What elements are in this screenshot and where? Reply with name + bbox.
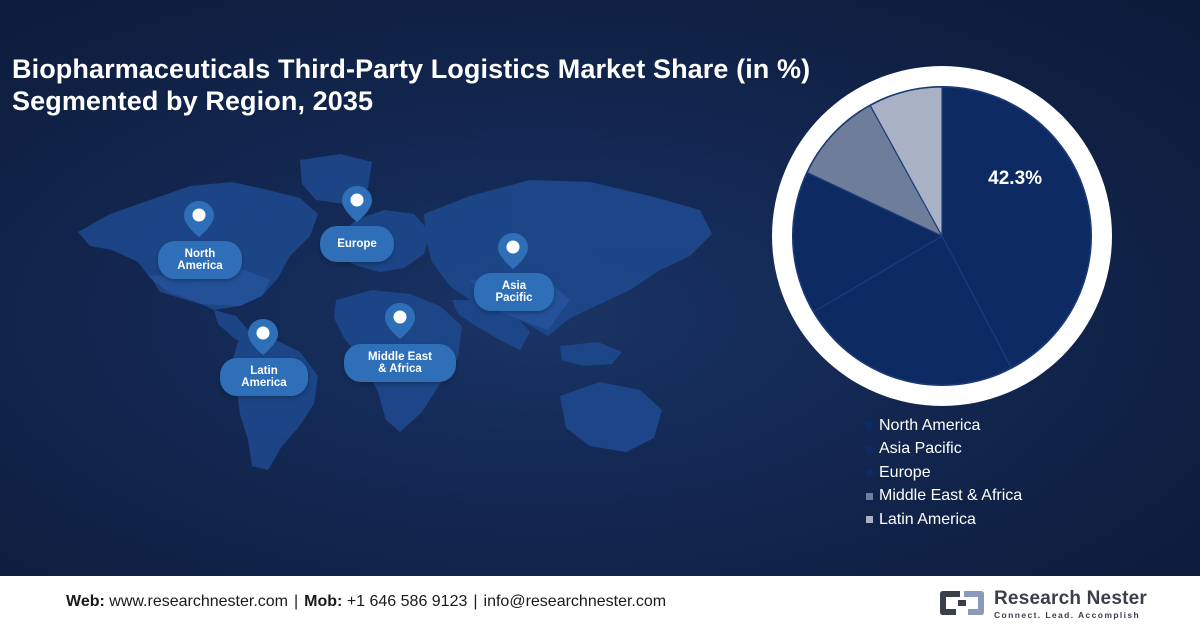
- legend-swatch: [866, 445, 873, 453]
- contact-info: Web: www.researchnester.com | Mob: +1 646 …: [66, 593, 666, 611]
- pie-slices: [792, 86, 1092, 386]
- infographic-canvas: Biopharmaceuticals Third-Party Logistics…: [0, 0, 1200, 576]
- legend-item: Middle East & Africa: [866, 485, 1022, 509]
- legend-item: Latin America: [866, 508, 1022, 532]
- location-pin-icon: [385, 303, 415, 339]
- chart-title-line2: Segmented by Region, 2035: [12, 86, 374, 116]
- map-pin-europe: Europe: [320, 226, 394, 262]
- map-pin-label: America: [241, 377, 287, 389]
- web-label: Web:: [66, 593, 105, 610]
- legend-label: Middle East & Africa: [879, 487, 1023, 505]
- footer: Web: www.researchnester.com | Mob: +1 646 …: [0, 576, 1200, 628]
- legend-item: North America: [866, 414, 1022, 438]
- chart-legend: North America Asia Pacific Europe Middle…: [866, 414, 1022, 532]
- mob-label: Mob:: [304, 593, 343, 610]
- location-pin-icon: [184, 201, 214, 237]
- pie-slice-latin-america: [869, 86, 943, 237]
- chart-title-line1: Biopharmaceuticals Third-Party Logistics…: [12, 54, 811, 84]
- map-pin-label: Asia: [501, 280, 527, 292]
- legend-label: Asia Pacific: [879, 440, 962, 458]
- legend-swatch: [866, 492, 873, 500]
- legend-item: Asia Pacific: [866, 438, 1022, 462]
- map-pin-label: America: [177, 260, 223, 272]
- separator: |: [473, 593, 478, 610]
- map-pin-asia-pacific: Asia Pacific: [474, 273, 554, 311]
- website-link[interactable]: www.researchnester.com: [109, 593, 288, 610]
- legend-item: Europe: [866, 461, 1022, 485]
- pie-slice-europe: [792, 171, 944, 313]
- legend-swatch: [866, 516, 873, 524]
- legend-label: Latin America: [879, 510, 976, 528]
- map-pin-label: Europe: [337, 238, 377, 250]
- map-pin-middle-east-africa: Middle East & Africa: [344, 344, 456, 382]
- location-pin-icon: [498, 233, 528, 269]
- pie-slice-north-america: [941, 86, 1092, 369]
- legend-swatch: [866, 469, 873, 477]
- pie-chart: 42.3%: [772, 66, 1112, 406]
- legend-label: North America: [879, 416, 981, 434]
- pie-slice-middle-east-africa: [806, 104, 944, 238]
- map-pin-label: Latin: [250, 365, 278, 377]
- brand-logo: Research Nester Connect. Lead. Accomplis…: [936, 586, 1147, 620]
- brand-name: Research Nester: [994, 588, 1147, 609]
- map-pin-latin-america: Latin America: [220, 358, 308, 396]
- brand-tagline: Connect. Lead. Accomplish: [994, 610, 1141, 620]
- map-pin-label: North: [184, 248, 216, 260]
- pie-slice-asia-pacific: [812, 235, 1013, 386]
- legend-label: Europe: [879, 463, 931, 481]
- pie-labels: 42.3%: [988, 168, 1042, 189]
- phone-number[interactable]: +1 646 586 9123: [346, 593, 468, 610]
- email-link[interactable]: info@researchnester.com: [483, 593, 667, 610]
- chart-title: Biopharmaceuticals Third-Party Logistics…: [12, 53, 810, 117]
- location-pin-icon: [342, 186, 372, 222]
- map-pin-label: Pacific: [495, 292, 533, 304]
- location-pin-icon: [248, 319, 278, 355]
- research-nester-logo-icon: [940, 591, 984, 615]
- separator: |: [294, 593, 299, 610]
- map-pin-label: Middle East: [368, 351, 432, 363]
- map-pin-label: & Africa: [378, 363, 422, 375]
- pie-data-label: 42.3%: [988, 168, 1042, 189]
- map-pin-north-america: North America: [158, 241, 242, 279]
- legend-swatch: [866, 422, 873, 430]
